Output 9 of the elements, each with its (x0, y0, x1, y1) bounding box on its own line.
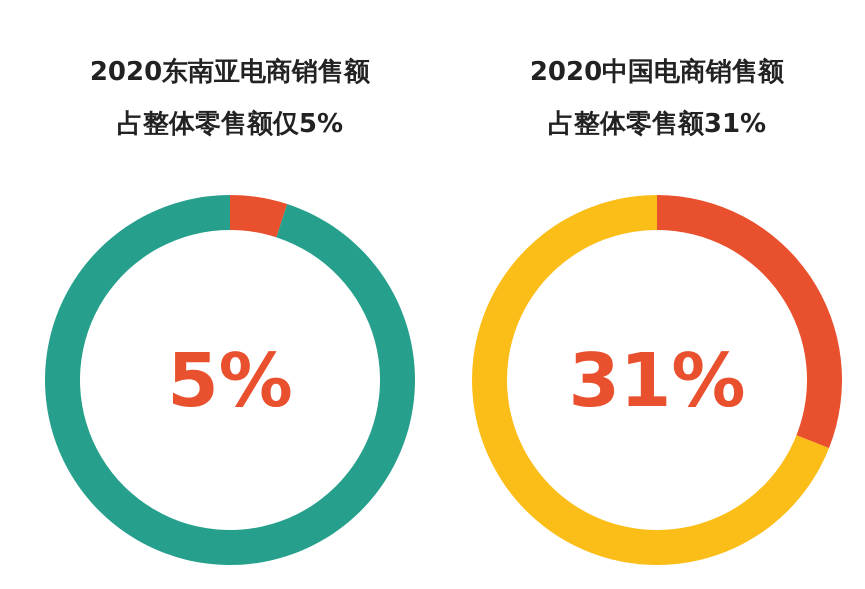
donut-slice (472, 195, 830, 565)
chart-title: 2020中国电商销售额 (530, 57, 786, 87)
text: 5% (167, 338, 293, 424)
donut-slice (45, 195, 415, 565)
text: 31% (568, 338, 746, 424)
chart-title: 2020东南亚电商销售额 (90, 57, 372, 87)
chart-subtitle: 占整体零售额仅5% (116, 109, 344, 139)
chart-subtitle: 占整体零售额31% (548, 109, 766, 139)
donut-slice (230, 195, 288, 238)
